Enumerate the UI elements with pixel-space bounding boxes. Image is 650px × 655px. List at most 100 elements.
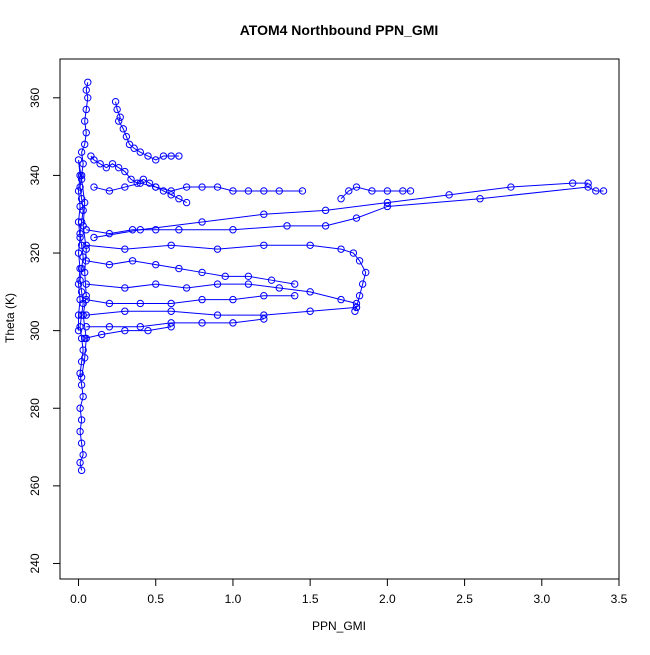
data-point	[76, 264, 84, 273]
series-line	[93, 182, 589, 239]
data-point	[167, 307, 175, 315]
y-tick-label: 240	[28, 553, 42, 573]
data-point	[77, 334, 86, 343]
data-point	[77, 381, 86, 389]
series-line	[86, 260, 295, 285]
data-point	[90, 156, 98, 164]
data-point	[152, 183, 160, 191]
data-point	[81, 117, 89, 125]
data-point	[77, 439, 86, 447]
data-point	[84, 94, 92, 102]
data-point	[145, 179, 154, 187]
x-axis-label: PPN_GMI	[312, 619, 366, 633]
series-line	[90, 155, 187, 204]
data-point	[81, 354, 89, 362]
x-tick-label: 0.5	[147, 592, 164, 606]
series-line	[86, 318, 264, 328]
data-point	[321, 206, 330, 215]
data-point	[77, 466, 86, 475]
data-point	[355, 257, 364, 265]
data-point	[82, 323, 90, 331]
data-point	[229, 187, 237, 195]
data-point	[244, 272, 253, 281]
data-point	[84, 78, 92, 86]
data-point	[198, 268, 206, 277]
data-point	[96, 160, 104, 168]
data-point	[167, 152, 175, 160]
data-point	[114, 117, 123, 125]
x-tick-label: 1.0	[225, 592, 242, 606]
data-point	[111, 97, 120, 106]
data-point	[355, 292, 364, 300]
data-point	[337, 245, 345, 253]
data-point	[136, 226, 144, 234]
data-point	[119, 125, 128, 133]
data-point	[260, 315, 268, 323]
data-point	[76, 233, 84, 242]
data-point	[74, 311, 83, 319]
data-point	[121, 167, 129, 176]
data-point	[77, 175, 86, 183]
data-point	[213, 183, 222, 191]
data-point	[90, 183, 98, 191]
data-point	[167, 187, 175, 195]
data-point	[74, 218, 83, 226]
data-point	[77, 373, 86, 381]
data-point	[136, 323, 144, 331]
data-point	[127, 175, 135, 183]
x-tick-label: 3.0	[533, 592, 550, 606]
data-point	[74, 156, 83, 164]
data-point	[167, 241, 175, 249]
data-point	[152, 226, 160, 234]
plot-frame	[59, 58, 620, 580]
data-point	[116, 113, 124, 121]
data-point	[82, 295, 90, 304]
y-axis-ticks: 240 260 280 300 320 340 360	[28, 87, 60, 573]
data-point	[175, 226, 183, 234]
data-point	[81, 268, 89, 277]
data-point	[121, 326, 129, 335]
data-point	[76, 276, 84, 284]
data-point	[102, 163, 111, 172]
data-point	[79, 451, 87, 459]
data-point	[584, 183, 592, 191]
data-point	[306, 241, 314, 249]
data-point	[136, 179, 144, 187]
data-point	[74, 280, 83, 288]
y-tick-label: 260	[28, 476, 42, 496]
data-point	[136, 148, 144, 156]
data-point	[77, 148, 86, 156]
data-point	[105, 187, 114, 195]
data-point	[383, 202, 392, 211]
data-point	[306, 307, 314, 315]
data-point	[352, 183, 361, 191]
data-point	[144, 152, 152, 160]
data-point	[568, 179, 577, 187]
x-tick-label: 3.5	[611, 592, 628, 606]
x-tick-label: 2.5	[456, 592, 473, 606]
data-point	[121, 183, 129, 191]
data-points	[74, 78, 608, 475]
data-point	[121, 307, 129, 315]
data-point	[213, 311, 222, 319]
data-point	[144, 326, 152, 335]
data-point	[352, 299, 361, 308]
data-point	[74, 249, 83, 257]
data-point	[77, 218, 86, 226]
data-point	[182, 183, 191, 191]
data-point	[349, 249, 358, 257]
y-axis-label: Theta (K)	[3, 293, 17, 343]
data-point	[82, 129, 90, 137]
data-point	[368, 187, 376, 195]
data-point	[82, 280, 90, 288]
x-tick-label: 1.5	[302, 592, 319, 606]
data-point	[167, 191, 175, 199]
data-point	[267, 276, 276, 284]
data-point	[82, 245, 90, 253]
data-point	[507, 183, 515, 191]
data-point	[167, 319, 175, 327]
series-line	[79, 82, 89, 471]
data-point	[79, 160, 87, 168]
